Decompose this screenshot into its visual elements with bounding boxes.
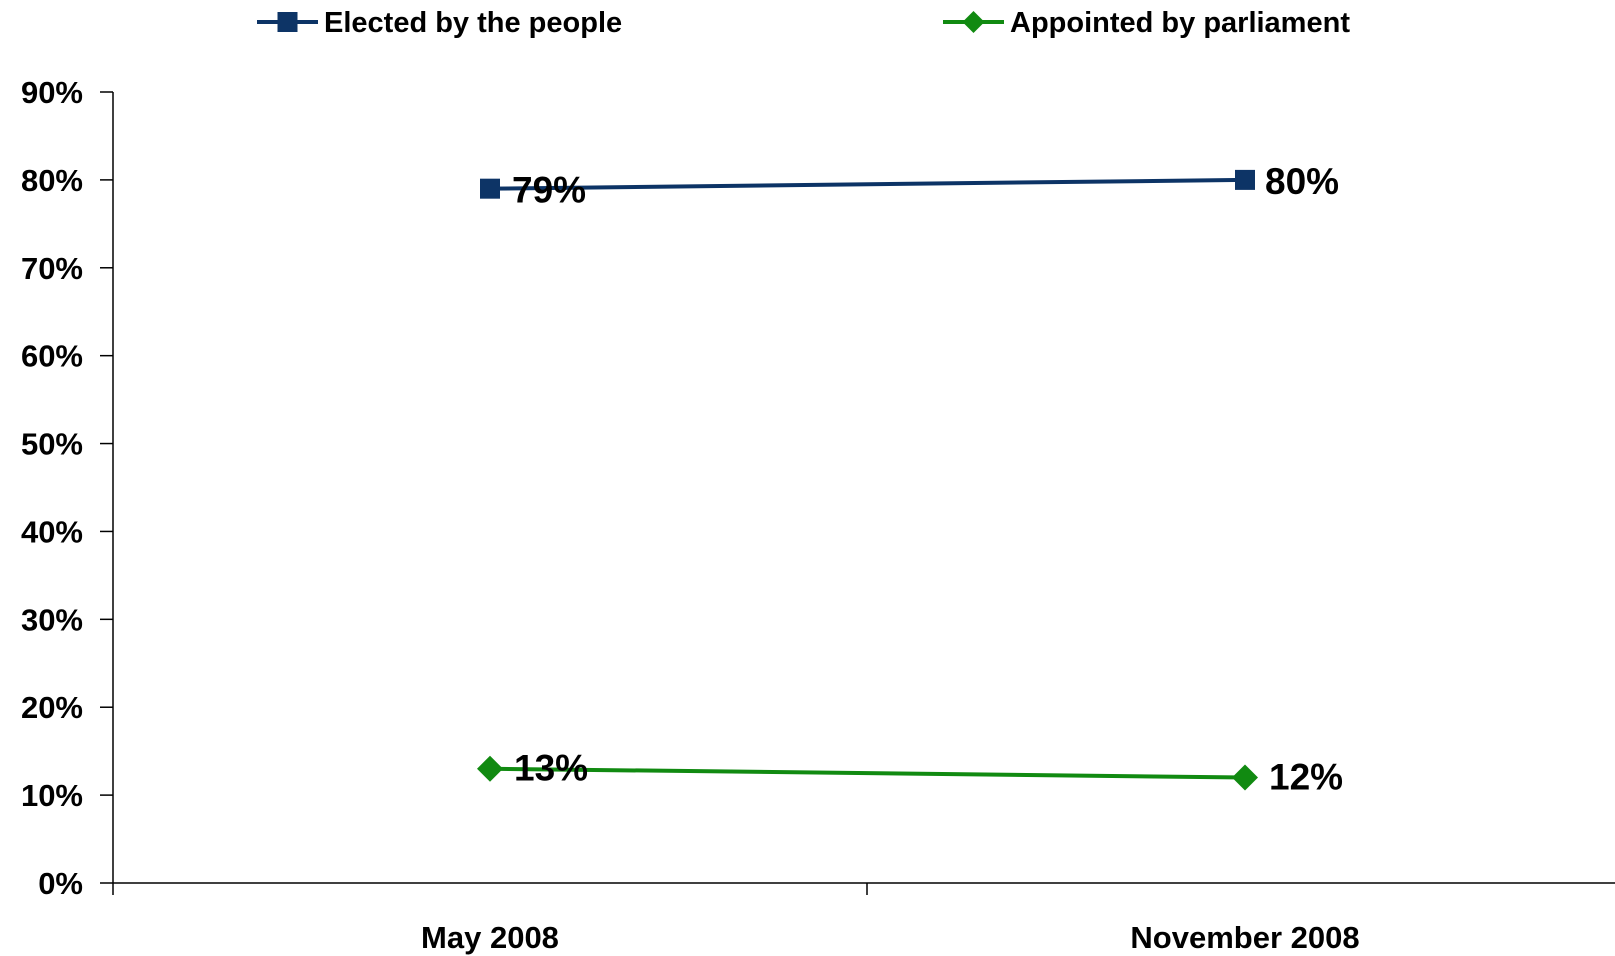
legend-label: Elected by the people: [324, 7, 622, 39]
y-tick-label: 20%: [21, 690, 83, 725]
y-tick-label: 30%: [21, 602, 83, 637]
y-tick-label: 70%: [21, 251, 83, 286]
data-point-diamond: [477, 755, 503, 782]
data-label: 13%: [514, 748, 588, 789]
data-point-square: [1235, 169, 1255, 190]
y-tick-label: 90%: [21, 75, 83, 110]
data-label: 79%: [512, 170, 586, 211]
legend-label: Appointed by parliament: [1010, 7, 1350, 39]
y-tick-label: 60%: [21, 339, 83, 374]
legend-marker-square: [277, 12, 298, 32]
x-category-label: November 2008: [1130, 920, 1359, 955]
data-point-square: [480, 178, 500, 199]
y-tick-label: 0%: [38, 866, 83, 901]
series-line-0: [489, 177, 1246, 191]
x-category-label: May 2008: [421, 920, 559, 955]
legend-marker-diamond: [962, 11, 985, 33]
y-tick-label: 10%: [21, 778, 83, 813]
series-line-1: [489, 766, 1246, 780]
data-label: 12%: [1269, 757, 1343, 798]
data-point-diamond: [1232, 764, 1258, 791]
data-label: 80%: [1265, 161, 1339, 202]
y-tick-label: 50%: [21, 427, 83, 462]
y-tick-label: 80%: [21, 163, 83, 198]
y-tick-label: 40%: [21, 514, 83, 549]
